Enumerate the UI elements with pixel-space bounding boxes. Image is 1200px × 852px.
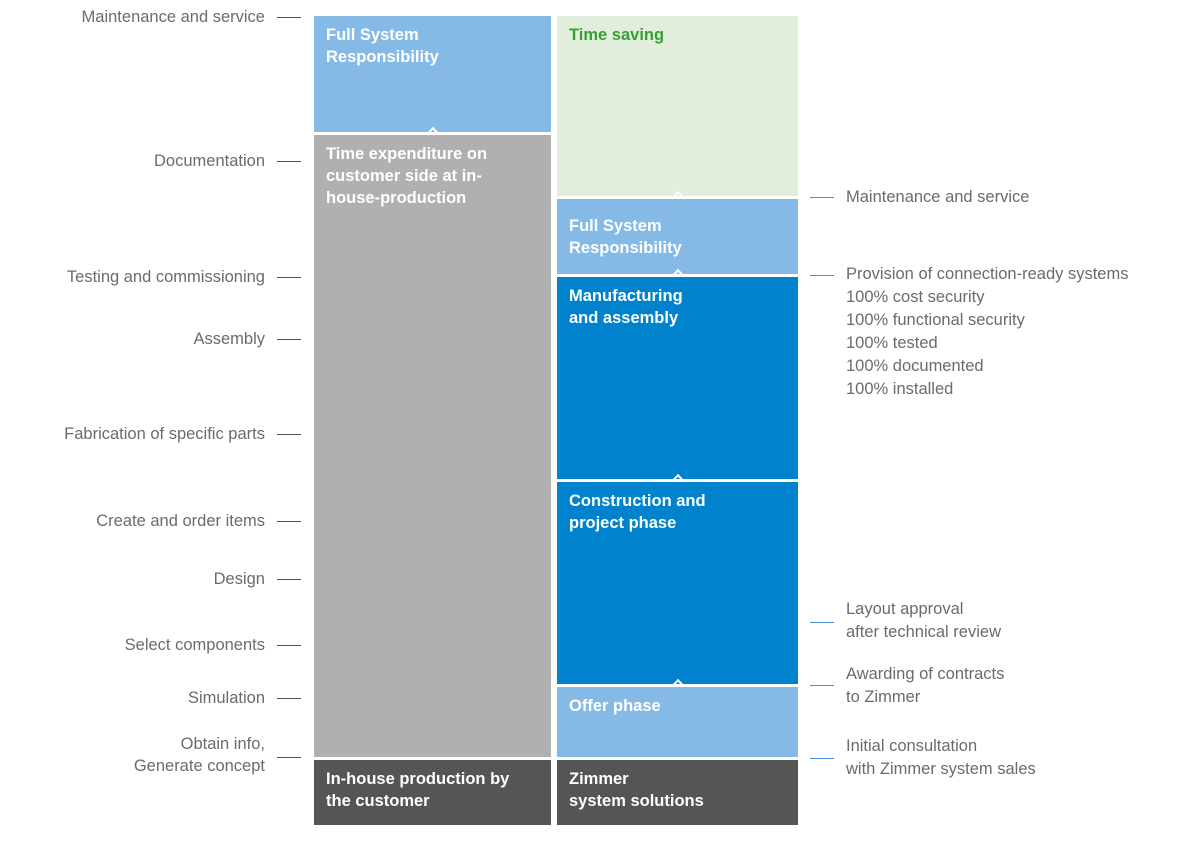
- left-tick: [277, 434, 301, 435]
- manufacturing-block: Manufacturing and assembly: [557, 268, 798, 479]
- left-tick: [277, 757, 301, 758]
- right-label-awarding: Awarding of contracts to Zimmer: [846, 665, 1005, 706]
- construction-block: Construction and project phase: [557, 473, 798, 684]
- time-saving-block: Time saving: [557, 16, 798, 196]
- left-label-obtain-info: Obtain info, Generate concept: [133, 735, 265, 775]
- left-tick: [277, 161, 301, 162]
- construction-label: Construction and project phase: [569, 492, 706, 532]
- in-house-production-label: In-house production by the customer: [326, 770, 510, 810]
- left-tick: [277, 17, 301, 18]
- left-tick: [277, 521, 301, 522]
- right-full-system-label: Full System Responsibility: [569, 217, 682, 257]
- left-label-documentation: Documentation: [154, 152, 265, 170]
- zimmer-block: Zimmer system solutions: [557, 760, 798, 825]
- left-tick: [277, 579, 301, 580]
- left-label-assembly: Assembly: [193, 330, 265, 348]
- right-tick: [810, 197, 834, 198]
- right-label-provision: Provision of connection-ready systems 10…: [846, 265, 1129, 398]
- left-tick: [277, 645, 301, 646]
- right-tick: [810, 685, 834, 686]
- left-tick: [277, 277, 301, 278]
- left-tick: [277, 339, 301, 340]
- time-expenditure-block: Time expenditure on customer side at in-…: [314, 126, 551, 757]
- right-tick: [810, 758, 834, 759]
- left-label-fabrication: Fabrication of specific parts: [64, 425, 265, 443]
- in-house-production-block: In-house production by the customer: [314, 760, 551, 825]
- left-full-system-label: Full System Responsibility: [326, 26, 439, 66]
- time-saving-label: Time saving: [569, 26, 665, 44]
- right-full-system-block: Full System Responsibility: [557, 190, 798, 274]
- time-expenditure-label: Time expenditure on customer side at in-…: [326, 145, 488, 207]
- offer-phase-block: Offer phase: [557, 678, 798, 757]
- right-tick: [810, 622, 834, 623]
- offer-phase-label: Offer phase: [569, 697, 661, 715]
- right-tick: [810, 275, 834, 276]
- left-label-design: Design: [213, 570, 265, 588]
- zimmer-label: Zimmer system solutions: [569, 770, 704, 810]
- right-label-layout-approval: Layout approval after technical review: [846, 600, 1001, 641]
- left-label-select-components: Select components: [124, 636, 265, 654]
- right-label-initial-consultation: Initial consultation with Zimmer system …: [846, 737, 1036, 778]
- left-label-maintenance: Maintenance and service: [81, 8, 265, 26]
- manufacturing-label: Manufacturing and assembly: [569, 287, 683, 327]
- left-label-simulation: Simulation: [187, 689, 265, 707]
- left-label-testing: Testing and commissioning: [66, 268, 265, 286]
- left-tick: [277, 698, 301, 699]
- left-label-create-order: Create and order items: [96, 512, 265, 530]
- left-full-system-block: Full System Responsibility: [314, 16, 551, 132]
- right-label-maintenance: Maintenance and service: [846, 188, 1030, 206]
